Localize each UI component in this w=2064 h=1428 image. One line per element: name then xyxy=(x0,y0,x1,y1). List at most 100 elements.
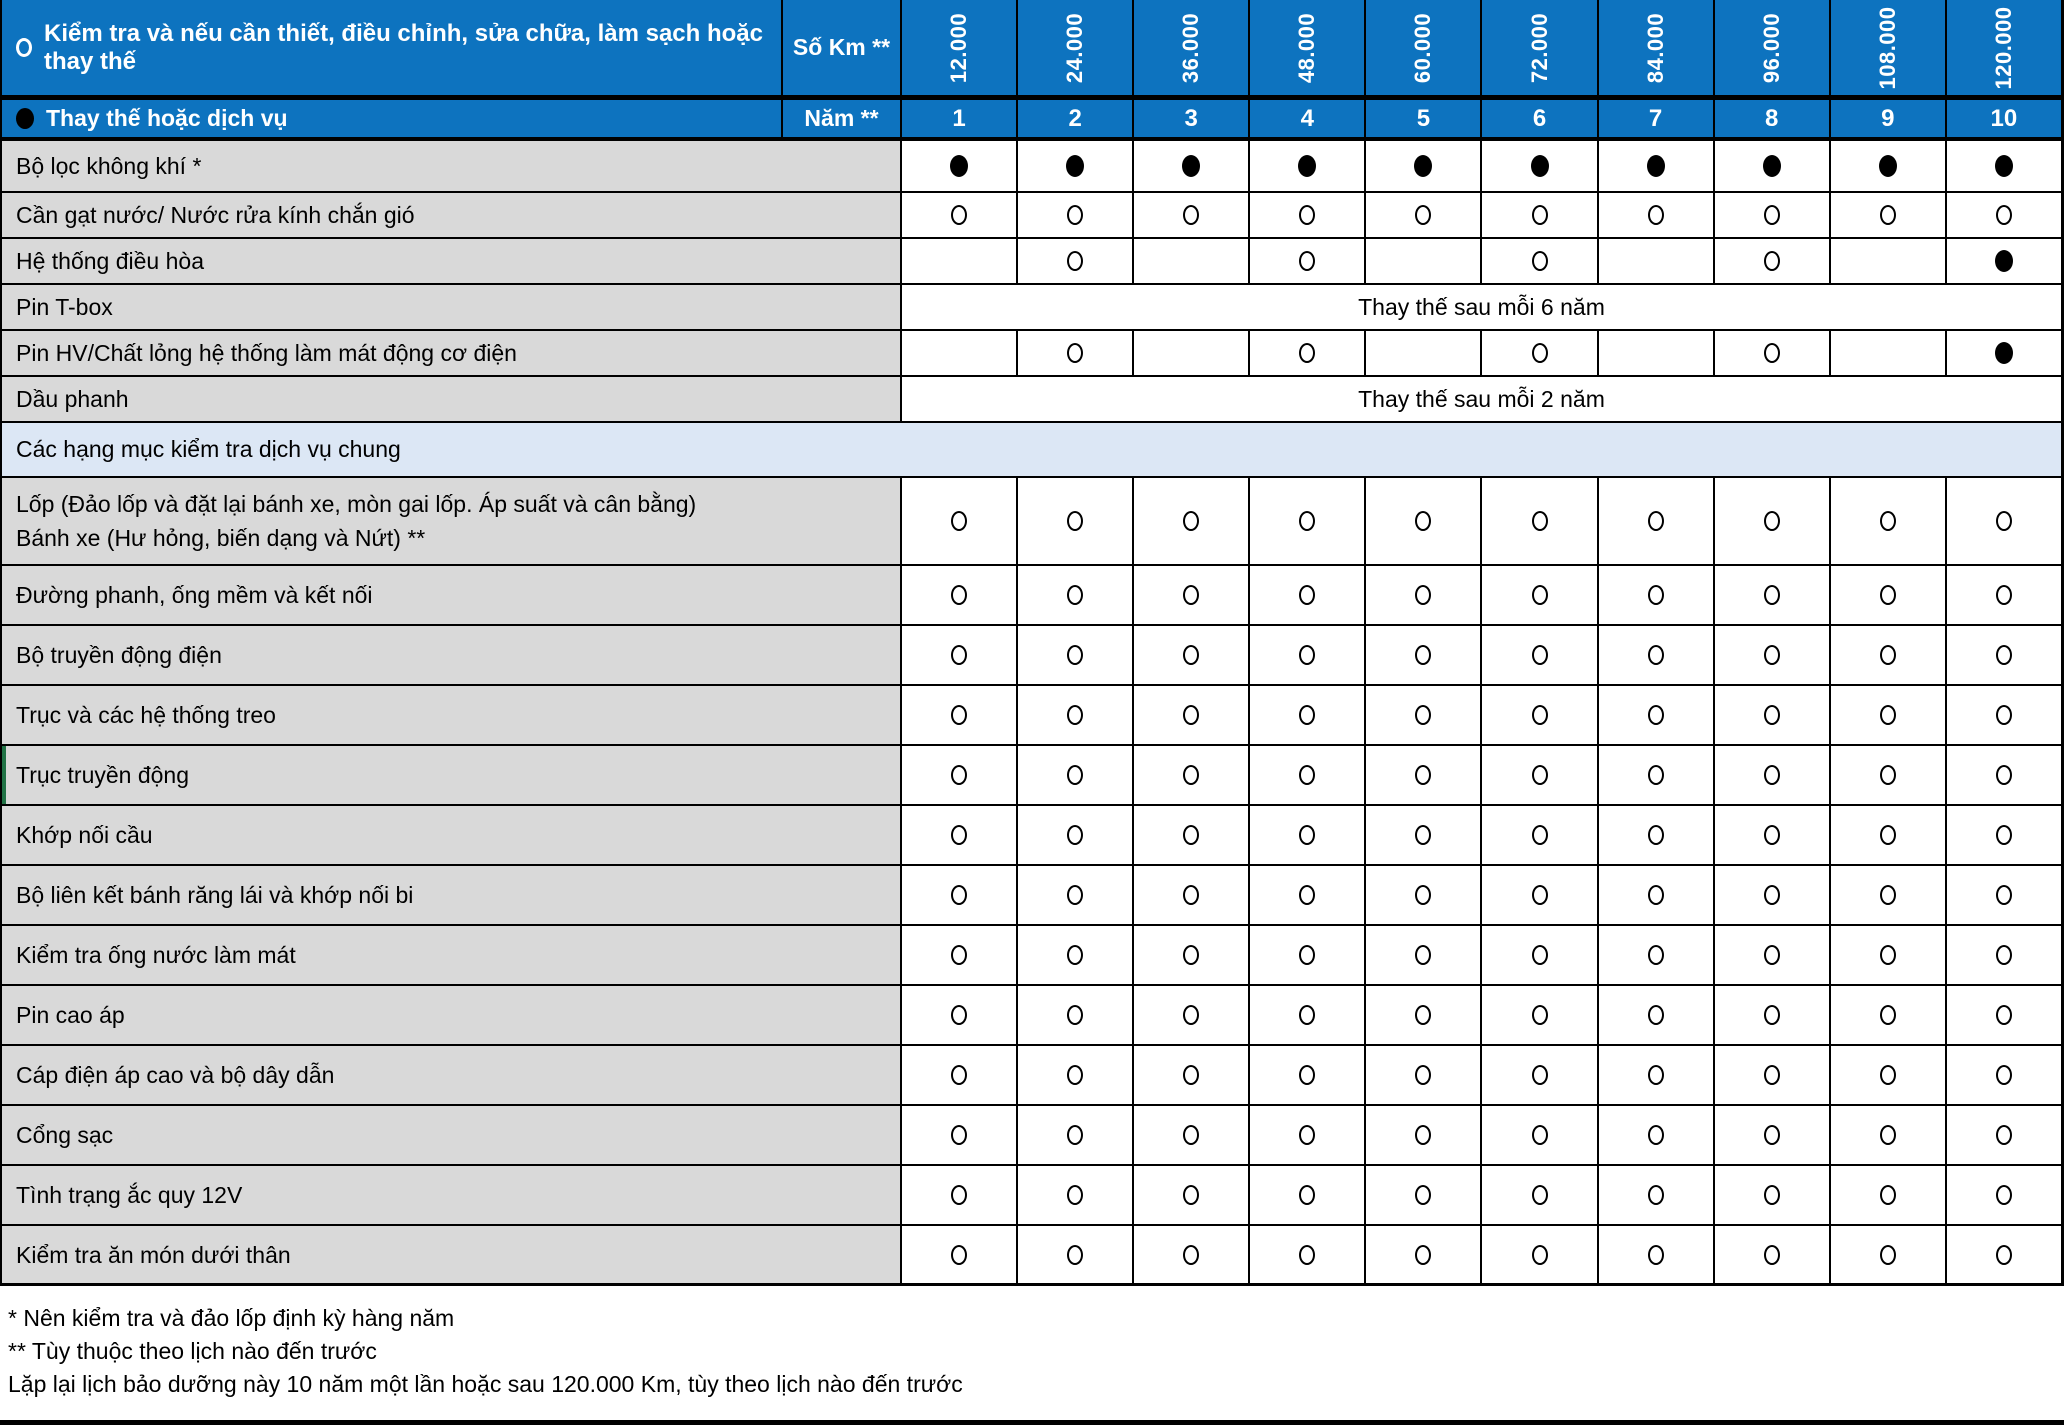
open-circle-icon xyxy=(1879,1185,1896,1205)
schedule-cells xyxy=(900,866,2061,924)
maintenance-schedule-table: Kiểm tra và nếu cần thiết, điều chỉnh, s… xyxy=(0,0,2064,1286)
schedule-cells xyxy=(900,478,2061,564)
schedule-cell xyxy=(1364,1166,1481,1224)
schedule-cell xyxy=(1596,926,1713,984)
schedule-cell xyxy=(1712,193,1829,237)
open-circle-icon xyxy=(1647,945,1664,965)
open-circle-icon xyxy=(951,511,968,531)
open-circle-icon xyxy=(1879,205,1896,225)
service-item-label: Trục truyền động xyxy=(2,746,900,804)
open-circle-icon xyxy=(1299,705,1316,725)
schedule-cell xyxy=(1364,926,1481,984)
table-row: Cáp điện áp cao và bộ dây dẫn xyxy=(2,1046,2061,1106)
open-circle-icon xyxy=(1531,1185,1548,1205)
schedule-cell xyxy=(900,1106,1017,1164)
schedule-cell xyxy=(900,626,1017,684)
schedule-cell xyxy=(900,866,1017,924)
open-circle-icon xyxy=(1067,945,1084,965)
open-circle-icon xyxy=(1763,1185,1780,1205)
km-value-label: 48.000 xyxy=(1294,12,1320,83)
open-circle-icon xyxy=(1067,251,1084,271)
schedule-cell xyxy=(1132,746,1249,804)
open-circle-icon xyxy=(1763,705,1780,725)
open-circle-icon xyxy=(1415,585,1432,605)
schedule-cell xyxy=(1828,239,1945,283)
open-circle-icon xyxy=(1763,885,1780,905)
schedule-cell xyxy=(1828,478,1945,564)
year-header-cell: 4 xyxy=(1248,100,1364,137)
schedule-cell xyxy=(1828,566,1945,624)
schedule-cell xyxy=(1712,1226,1829,1283)
open-circle-icon xyxy=(1879,1005,1896,1025)
open-circle-icon xyxy=(1183,511,1200,531)
schedule-cell xyxy=(1016,478,1133,564)
open-circle-icon xyxy=(1995,885,2012,905)
open-circle-icon xyxy=(1183,1005,1200,1025)
table-row: Đường phanh, ống mềm và kết nối xyxy=(2,566,2061,626)
table-row: Bộ liên kết bánh răng lái và khớp nối bi xyxy=(2,866,2061,926)
schedule-cell xyxy=(1944,331,2061,375)
open-circle-icon xyxy=(1183,765,1200,785)
merged-interval-cell: Thay thế sau mỗi 6 năm xyxy=(900,285,2061,329)
open-circle-icon xyxy=(1183,1185,1200,1205)
service-item-label-line: Bộ lọc không khí * xyxy=(16,153,202,179)
open-circle-icon xyxy=(1647,885,1664,905)
open-circle-icon xyxy=(1299,825,1316,845)
service-item-label-line: Cổng sạc xyxy=(16,1122,114,1148)
filled-circle-icon xyxy=(1762,155,1781,177)
filled-circle-icon xyxy=(1530,155,1549,177)
open-circle-icon xyxy=(1995,825,2012,845)
km-value-label: 120.000 xyxy=(1990,5,2016,90)
year-values-header: 1 2 3 4 5 6 7 8 9 10 xyxy=(900,100,2061,137)
schedule-cell xyxy=(1596,866,1713,924)
open-circle-icon xyxy=(1995,1005,2012,1025)
schedule-cell xyxy=(1132,926,1249,984)
open-circle-icon xyxy=(1647,585,1664,605)
year-column-header: Năm ** xyxy=(804,105,879,131)
open-circle-icon xyxy=(1531,765,1548,785)
open-circle-icon xyxy=(1647,765,1664,785)
schedule-cell xyxy=(1828,193,1945,237)
schedule-cell xyxy=(1480,193,1597,237)
open-circle-icon xyxy=(951,825,968,845)
open-circle-icon xyxy=(951,645,968,665)
open-circle-icon xyxy=(1183,1065,1200,1085)
schedule-cells xyxy=(900,686,2061,744)
open-circle-icon xyxy=(1299,511,1316,531)
schedule-cell xyxy=(1712,1046,1829,1104)
open-circle-icon xyxy=(1763,1244,1780,1265)
open-circle-icon xyxy=(951,205,968,225)
schedule-cell xyxy=(1248,193,1365,237)
open-circle-icon xyxy=(1647,705,1664,725)
service-item-label-line: Hệ thống điều hòa xyxy=(16,248,204,274)
table-row: Tình trạng ắc quy 12V xyxy=(2,1166,2061,1226)
schedule-cell xyxy=(1712,478,1829,564)
schedule-cell xyxy=(1828,746,1945,804)
schedule-cell xyxy=(1016,141,1133,191)
schedule-cell xyxy=(1944,1166,2061,1224)
open-circle-icon xyxy=(1531,645,1548,665)
footnote: ** Tùy thuộc theo lịch nào đến trước xyxy=(8,1338,377,1364)
open-circle-icon xyxy=(1299,343,1316,363)
schedule-cell xyxy=(1944,1106,2061,1164)
schedule-cell xyxy=(1596,806,1713,864)
open-circle-icon xyxy=(1067,885,1084,905)
schedule-cell xyxy=(1248,478,1365,564)
open-circle-icon xyxy=(951,885,968,905)
service-item-label-line: Pin cao áp xyxy=(16,1002,125,1028)
open-circle-icon xyxy=(1415,1185,1432,1205)
schedule-cell xyxy=(1016,866,1133,924)
schedule-cell xyxy=(1480,331,1597,375)
open-circle-icon xyxy=(1183,705,1200,725)
schedule-cell xyxy=(1132,566,1249,624)
km-header-cell: 96.000 xyxy=(1712,0,1829,95)
open-circle-icon xyxy=(1531,343,1548,363)
open-circle-icon xyxy=(1763,343,1780,363)
open-circle-icon xyxy=(1763,205,1780,225)
schedule-cell xyxy=(1480,1046,1597,1104)
schedule-cell xyxy=(1596,1046,1713,1104)
schedule-cells xyxy=(900,806,2061,864)
open-circle-icon xyxy=(1183,885,1200,905)
table-row: Khớp nối cầu xyxy=(2,806,2061,866)
open-circle-icon xyxy=(1299,645,1316,665)
